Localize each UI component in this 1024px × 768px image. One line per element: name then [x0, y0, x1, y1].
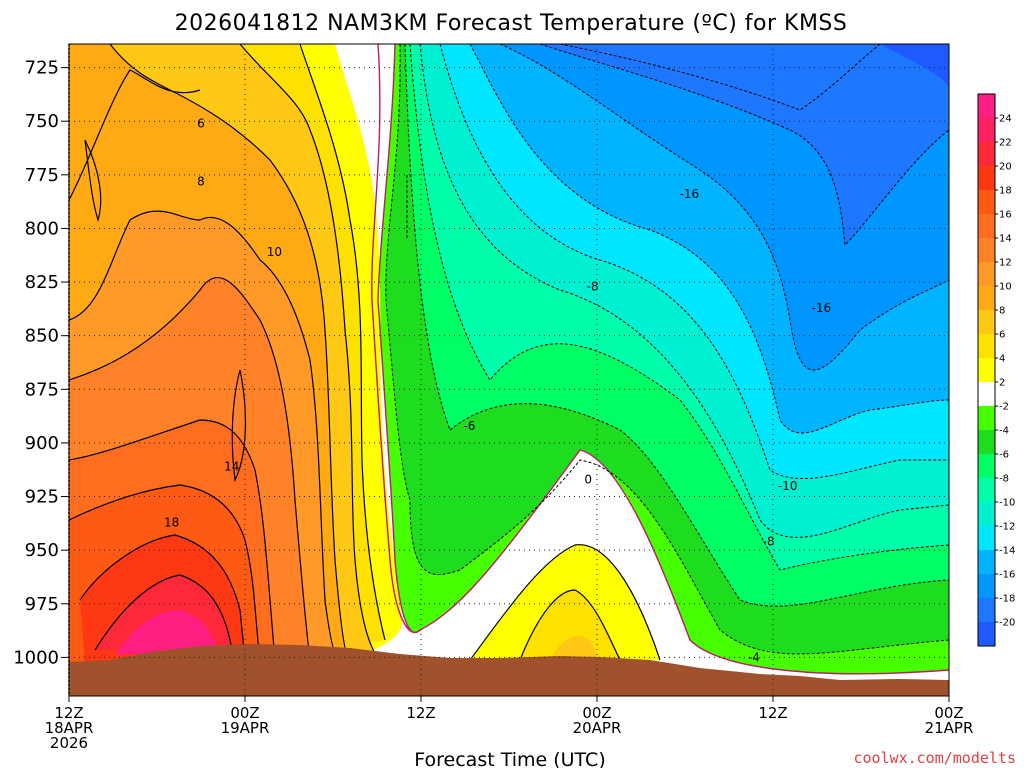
y-tick-label: 775	[25, 165, 59, 186]
colorbar-swatch	[978, 598, 995, 623]
colorbar-frame	[977, 93, 996, 647]
x-tick-label: 19APR	[221, 719, 270, 737]
colorbar-label: -20	[999, 618, 1015, 629]
colorbar-label: 12	[999, 258, 1012, 269]
x-tick-label: 00Z	[582, 704, 611, 722]
y-tick-label: 875	[25, 379, 59, 400]
colorbar-swatch	[978, 238, 995, 263]
colorbar-label: -12	[999, 522, 1015, 533]
y-tick-label: 950	[25, 540, 59, 561]
y-tick-label: 725	[25, 58, 59, 79]
credit-text: coolwx.com/modelts	[853, 749, 1016, 767]
colorbar: 24 22 20 18 16 14 12 10 8 6 4 2 -2 -4 -6 -8 -10 -12 -14 -16…	[977, 93, 1015, 647]
dotted-grid	[69, 44, 949, 696]
contour-label: -4	[748, 650, 760, 664]
contour-label: -16	[812, 301, 832, 315]
colorbar-swatch	[978, 166, 995, 191]
x-tick-label: 00Z	[934, 704, 963, 722]
y-tick-label: 750	[25, 111, 59, 132]
colorbar-label: 16	[999, 210, 1012, 221]
x-tick-label: 12Z	[54, 704, 83, 722]
colorbar-swatch	[978, 118, 995, 143]
contour-label: -16	[680, 187, 700, 201]
y-axis: 725 750 775 800 825 850 875 900 925 950 975 1000	[13, 58, 69, 668]
colorbar-label: -2	[999, 402, 1009, 413]
dashed-contour-lines	[385, 44, 949, 655]
solid-contour-lines	[69, 44, 661, 661]
x-tick-label: 00Z	[230, 704, 259, 722]
y-tick-label: 900	[25, 433, 59, 454]
colorbar-label: 4	[999, 354, 1005, 365]
x-tick-label: 21APR	[925, 719, 974, 737]
x-tick-label: 12Z	[758, 704, 787, 722]
colorbar-swatch	[978, 430, 995, 455]
colorbar-swatch	[978, 142, 995, 167]
colorbar-swatch	[978, 454, 995, 479]
contour-label: 10	[267, 245, 282, 259]
contour-label: -8	[587, 279, 599, 293]
colorbar-label: 10	[999, 282, 1012, 293]
colorbar-swatch	[978, 406, 995, 431]
x-tick-label: 2026	[50, 734, 88, 752]
contour-label: -6	[463, 419, 475, 433]
colorbar-label: -14	[999, 546, 1015, 557]
x-axis-label: Forecast Time (UTC)	[414, 749, 605, 768]
zero-contour-lines	[371, 44, 949, 675]
colorbar-label: 20	[999, 162, 1012, 173]
y-tick-label: 825	[25, 272, 59, 293]
colorbar-label: 8	[999, 306, 1005, 317]
colorbar-label: 18	[999, 186, 1012, 197]
y-tick-label: 925	[25, 487, 59, 508]
colorbar-label: 22	[999, 138, 1012, 149]
y-tick-label: 975	[25, 594, 59, 615]
colorbar-label: -6	[999, 450, 1009, 461]
colorbar-swatch	[978, 190, 995, 215]
colorbar-swatch	[978, 382, 995, 407]
colorbar-label: 6	[999, 330, 1005, 341]
y-tick-label: 1000	[13, 647, 59, 668]
contour-label: -8	[763, 535, 775, 549]
colorbar-label: -4	[999, 426, 1009, 437]
band-plus22	[115, 610, 218, 655]
colorbar-label: 24	[999, 114, 1012, 125]
colorbar-label: 2	[999, 378, 1005, 389]
contour-label: 18	[164, 515, 179, 529]
colorbar-swatch	[978, 526, 995, 551]
colorbar-swatch	[978, 214, 995, 239]
x-tick-label: 20APR	[573, 719, 622, 737]
plot-area: 6 8 10 14 18 -6 -8 -16 -16 0 -10 -8 -4	[69, 44, 949, 696]
contour-labels: 6 8 10 14 18 -6 -8 -16 -16 0 -10 -8 -4	[164, 116, 831, 664]
chart-title: 2026041812 NAM3KM Forecast Temperature (…	[175, 11, 848, 36]
colorbar-swatch	[978, 550, 995, 575]
colorbar-label: -18	[999, 594, 1015, 605]
contour-label: 6	[197, 116, 205, 130]
colorbar-swatch	[978, 334, 995, 359]
colorbar-swatch	[978, 478, 995, 503]
colorbar-swatch	[978, 574, 995, 599]
colorbar-label: 14	[999, 234, 1012, 245]
colorbar-swatch	[978, 358, 995, 383]
colorbar-swatch	[978, 310, 995, 335]
colorbar-label: -10	[999, 498, 1015, 509]
contour-label: 14	[224, 460, 239, 474]
y-tick-label: 800	[25, 218, 59, 239]
contour-label: -10	[778, 479, 798, 493]
colorbar-swatch	[978, 502, 995, 527]
colorbar-swatch	[978, 262, 995, 287]
contour-label: 0	[584, 472, 592, 486]
contour-label: 8	[197, 174, 205, 188]
colorbar-label: -8	[999, 474, 1009, 485]
colorbar-swatch	[978, 94, 995, 119]
x-tick-label: 18APR	[45, 719, 94, 737]
colorbar-label: -16	[999, 570, 1015, 581]
colorbar-swatch	[978, 286, 995, 311]
y-tick-label: 850	[25, 326, 59, 347]
x-tick-label: 12Z	[406, 704, 435, 722]
colorbar-swatch	[978, 622, 995, 647]
